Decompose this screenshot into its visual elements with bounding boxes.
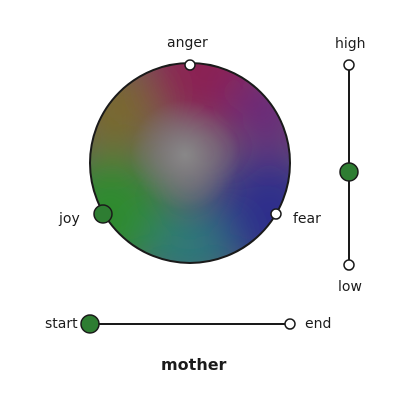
intensity-high-end[interactable]: [343, 59, 355, 71]
intensity-high-label: high: [335, 36, 366, 52]
wheel-selection-knob[interactable]: [93, 204, 113, 224]
intensity-slider[interactable]: [339, 59, 359, 271]
anger-fear-blend: [228, 72, 290, 152]
intensity-slider-knob[interactable]: [339, 162, 359, 182]
timeline-slider-knob[interactable]: [80, 314, 100, 334]
stimulus-word: mother: [161, 355, 227, 374]
timeline-slider[interactable]: [80, 314, 296, 334]
joy-label: joy: [59, 211, 80, 227]
anger-anchor-handle[interactable]: [184, 59, 196, 71]
fear-anchor-handle[interactable]: [270, 208, 282, 220]
timeline-end-label: end: [305, 316, 332, 332]
intensity-low-end[interactable]: [343, 259, 355, 271]
anger-label: anger: [167, 35, 208, 51]
neutral-center: [130, 100, 240, 210]
emotion-wheel[interactable]: [50, 10, 330, 290]
fear-label: fear: [293, 211, 321, 227]
joy-fear-blend: [150, 210, 230, 263]
timeline-end-handle[interactable]: [284, 318, 296, 330]
timeline-start-label: start: [45, 316, 78, 332]
fear-color-region: [210, 155, 290, 263]
intensity-low-label: low: [338, 279, 362, 295]
